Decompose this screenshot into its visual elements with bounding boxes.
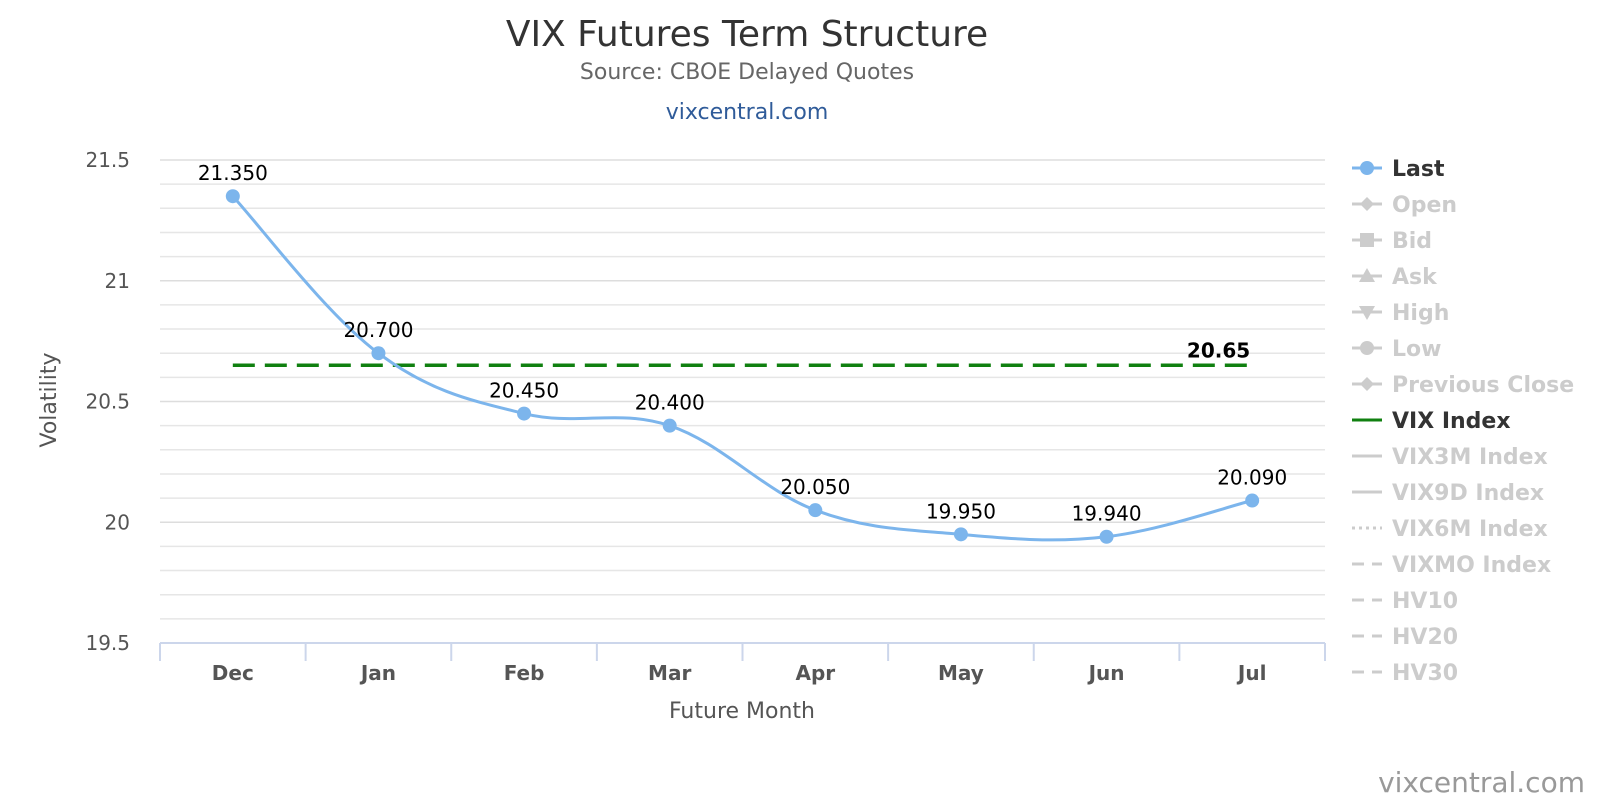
- legend-label: Ask: [1392, 265, 1438, 290]
- x-axis: Dec Jan Feb Mar Apr May Jun Jul: [159, 642, 1326, 685]
- last-data-label: 20.700: [343, 318, 413, 342]
- legend-label: Bid: [1392, 229, 1432, 254]
- legend-marker: [1360, 197, 1374, 211]
- legend-item[interactable]: Last: [1352, 157, 1445, 182]
- x-tick-label: Jun: [1087, 661, 1125, 685]
- credit-text[interactable]: vixcentral.com: [1378, 766, 1585, 799]
- legend-label: High: [1392, 301, 1449, 326]
- vix-index-series: 20.65: [232, 338, 1253, 368]
- x-tick-label: Jul: [1236, 661, 1267, 685]
- grid-lines: [160, 159, 1325, 644]
- legend-item[interactable]: VIX3M Index: [1352, 445, 1548, 470]
- last-data-label: 19.940: [1072, 502, 1142, 526]
- y-tick-label: 20: [105, 510, 130, 534]
- legend-marker: [1360, 161, 1374, 175]
- legend-label: VIX3M Index: [1392, 445, 1548, 470]
- legend-item[interactable]: HV30: [1352, 661, 1458, 686]
- y-tick-label: 19.5: [85, 631, 130, 655]
- last-data-label: 19.950: [926, 499, 996, 523]
- legend-label: VIX Index: [1392, 409, 1511, 434]
- last-data-point[interactable]: [371, 346, 386, 361]
- legend-marker: [1360, 233, 1374, 247]
- x-tick-label: Apr: [795, 661, 835, 685]
- legend-label: Low: [1392, 337, 1441, 362]
- vix-index-label: 20.65: [1187, 338, 1250, 362]
- legend-item[interactable]: Ask: [1352, 265, 1438, 290]
- x-tick-label: Feb: [504, 661, 545, 685]
- last-data-point[interactable]: [953, 527, 968, 542]
- legend-item[interactable]: Open: [1352, 193, 1457, 218]
- legend-label: HV30: [1392, 661, 1458, 686]
- last-data-point[interactable]: [517, 406, 532, 421]
- y-tick-label: 21.5: [85, 148, 130, 172]
- legend-item[interactable]: HV10: [1352, 589, 1458, 614]
- legend-label: Last: [1392, 157, 1445, 182]
- legend-label: VIXMO Index: [1392, 553, 1551, 578]
- last-data-point[interactable]: [1099, 529, 1114, 544]
- legend-item[interactable]: Previous Close: [1352, 373, 1574, 398]
- legend-label: VIX6M Index: [1392, 517, 1548, 542]
- last-data-point[interactable]: [808, 503, 823, 518]
- last-data-point[interactable]: [1245, 493, 1260, 508]
- legend-label: HV20: [1392, 625, 1458, 650]
- legend-label: VIX9D Index: [1392, 481, 1544, 506]
- legend-label: HV10: [1392, 589, 1458, 614]
- legend-marker: [1360, 341, 1374, 355]
- y-tick-label: 20.5: [85, 390, 130, 414]
- last-data-point[interactable]: [225, 189, 240, 204]
- y-axis-title: Volatility: [37, 352, 62, 447]
- last-data-point[interactable]: [662, 418, 677, 433]
- x-tick-label: Jan: [359, 661, 396, 685]
- last-data-label: 21.350: [198, 161, 268, 185]
- last-series[interactable]: 21.350 20.700 20.450 20.400 20.050 19.950 19.9…: [198, 161, 1287, 544]
- legend-marker: [1359, 268, 1375, 282]
- last-data-label: 20.090: [1217, 466, 1287, 490]
- last-data-label: 20.050: [780, 475, 850, 499]
- source-link[interactable]: vixcentral.com: [666, 100, 829, 125]
- legend-marker: [1360, 377, 1374, 391]
- legend: Last Open Bid Ask High Low Previous Close VIX I…: [1352, 157, 1574, 686]
- last-data-label: 20.450: [489, 379, 559, 403]
- legend-item[interactable]: VIX6M Index: [1352, 517, 1548, 542]
- last-data-label: 20.400: [635, 391, 705, 415]
- y-tick-label: 21: [105, 269, 130, 293]
- legend-label: Previous Close: [1392, 373, 1574, 398]
- legend-item[interactable]: Low: [1352, 337, 1441, 362]
- y-axis-ticks: 19.5 20 20.5 21 21.5: [85, 148, 130, 655]
- x-axis-title: Future Month: [669, 699, 815, 724]
- x-tick-label: May: [938, 661, 984, 685]
- legend-item[interactable]: VIXMO Index: [1352, 553, 1551, 578]
- legend-marker: [1359, 306, 1375, 320]
- legend-item[interactable]: VIX Index: [1352, 409, 1511, 434]
- legend-label: Open: [1392, 193, 1457, 218]
- x-tick-label: Mar: [648, 661, 691, 685]
- x-tick-label: Dec: [212, 661, 254, 685]
- last-series-line: [231, 195, 1253, 542]
- legend-item[interactable]: Bid: [1352, 229, 1432, 254]
- chart-title: VIX Futures Term Structure: [506, 14, 988, 55]
- legend-item[interactable]: High: [1352, 301, 1449, 326]
- legend-item[interactable]: VIX9D Index: [1352, 481, 1544, 506]
- legend-item[interactable]: HV20: [1352, 625, 1458, 650]
- chart-subtitle: Source: CBOE Delayed Quotes: [580, 60, 914, 85]
